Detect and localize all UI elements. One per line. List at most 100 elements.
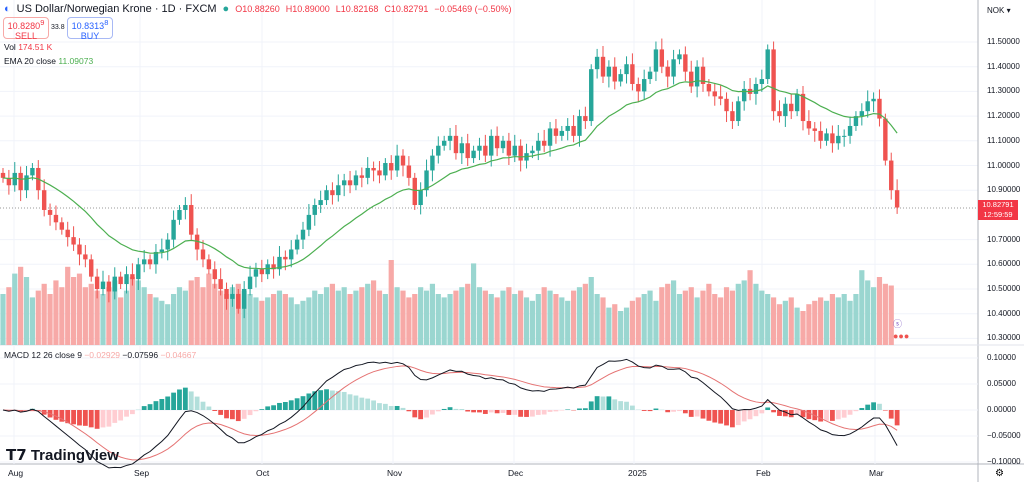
macd-histogram-bar <box>306 393 312 410</box>
candle-body <box>771 49 776 112</box>
candle-body <box>112 276 117 292</box>
candle-body <box>230 293 235 299</box>
candle-body <box>871 98 876 102</box>
macd-histogram-bar <box>82 410 88 426</box>
macd-histogram-bar <box>424 410 429 418</box>
macd-histogram-bar <box>647 410 653 412</box>
macd-histogram-bar <box>177 389 182 410</box>
price-tick-label: 11.30000 <box>987 86 1020 96</box>
volume-bar <box>459 287 465 345</box>
macd-histogram-bar <box>259 409 265 410</box>
volume-bar <box>876 277 883 345</box>
macd-histogram-bar <box>788 410 794 418</box>
macd-signal-value: −0.04667 <box>160 350 197 360</box>
macd-histogram-bar <box>794 410 800 416</box>
volume-bar <box>870 287 877 345</box>
ema-legend[interactable]: EMA 20 close 11.09073 <box>4 56 93 66</box>
macd-histogram-bar <box>630 405 635 410</box>
macd-histogram-bar <box>441 408 447 410</box>
volume-bar <box>194 277 200 345</box>
currency-selector[interactable]: NOK ▾ <box>987 6 1011 15</box>
candle-body <box>530 150 535 154</box>
volume-bar <box>23 277 30 345</box>
volume-bar <box>188 280 194 345</box>
macd-histogram-bar <box>318 390 324 410</box>
candle-body <box>712 91 717 97</box>
volume-bar <box>135 280 141 345</box>
macd-legend[interactable]: MACD 12 26 close 9 −0.02929 −0.07596 −0.… <box>4 350 196 360</box>
volume-bar <box>841 294 847 345</box>
candle-body <box>394 155 400 171</box>
candle-body <box>318 200 323 206</box>
volume-bar <box>18 266 24 345</box>
macd-histogram-bar <box>494 410 500 414</box>
symbol-title[interactable]: US Dollar/Norwegian Krone · 1D · FXCM <box>16 3 217 15</box>
macd-histogram-bar <box>330 390 335 410</box>
macd-histogram-bar <box>241 410 247 419</box>
sell-price: 10.8280 <box>7 21 41 31</box>
candle-body <box>83 254 88 260</box>
macd-histogram-bar <box>653 408 659 410</box>
volume-bar <box>223 294 230 345</box>
price-tick-label: 11.20000 <box>987 111 1020 121</box>
macd-histogram-bar <box>730 410 735 428</box>
macd-histogram-bar <box>800 410 806 418</box>
volume-bar <box>353 290 359 345</box>
macd-histogram-bar <box>435 410 441 412</box>
candle-body <box>665 66 670 77</box>
macd-tick-label: 0.10000 <box>987 353 1016 362</box>
candle-body <box>836 135 841 144</box>
candle-body <box>271 264 276 270</box>
bar-countdown: 12:59:59 <box>983 210 1013 219</box>
candle-body <box>706 83 712 92</box>
candle-body <box>206 259 212 270</box>
volume-bar <box>482 290 488 345</box>
volume-bar <box>670 280 677 345</box>
candle-body <box>512 145 517 156</box>
macd-histogram-bar <box>94 410 100 429</box>
buy-button[interactable]: 10.83138 BUY <box>67 17 113 41</box>
volume-bar <box>288 297 294 345</box>
volume-bar <box>706 283 712 345</box>
time-axis-label: Sep <box>134 468 150 478</box>
volume-bar <box>76 273 83 345</box>
price-tick-label: 11.40000 <box>987 61 1020 71</box>
candle-body <box>683 54 688 72</box>
volume-legend[interactable]: Vol 174.51 K <box>4 42 52 52</box>
macd-histogram-bar <box>841 410 847 418</box>
volume-bar <box>476 287 483 345</box>
macd-histogram-bar <box>894 410 900 426</box>
event-lightning-icon[interactable]: ⓢ <box>893 319 903 329</box>
candle-body <box>100 281 106 289</box>
macd-histogram-bar <box>700 410 706 419</box>
macd-histogram-bar <box>671 410 676 412</box>
volume-bar <box>88 283 94 345</box>
macd-histogram-bar <box>218 410 224 415</box>
volume-bar <box>294 304 300 345</box>
candle-body <box>553 128 559 136</box>
volume-bar <box>665 283 671 345</box>
candle-body <box>224 289 229 299</box>
macd-histogram-bar <box>882 410 888 411</box>
sell-price-sup: 9 <box>40 18 45 27</box>
candle-body <box>259 269 265 275</box>
macd-histogram-bar <box>488 410 494 413</box>
candle-body <box>841 135 847 137</box>
macd-histogram-bar <box>771 410 776 413</box>
candle-body <box>606 66 612 77</box>
candle-body <box>630 64 635 84</box>
macd-histogram-bar <box>347 394 353 410</box>
candle-body <box>777 111 782 117</box>
volume-bar <box>806 304 812 345</box>
candle-body <box>183 205 188 210</box>
volume-bar <box>506 287 512 345</box>
sell-button[interactable]: 10.82809 SELL <box>3 17 49 41</box>
settings-gear-icon[interactable]: ⚙ <box>995 468 1004 479</box>
candle-body <box>371 167 376 171</box>
macd-histogram-bar <box>888 410 894 419</box>
volume-bar <box>259 300 265 345</box>
macd-histogram-bar <box>430 410 435 415</box>
volume-bar <box>741 280 747 345</box>
us-event-flags-icon[interactable]: ●●● <box>893 331 910 341</box>
